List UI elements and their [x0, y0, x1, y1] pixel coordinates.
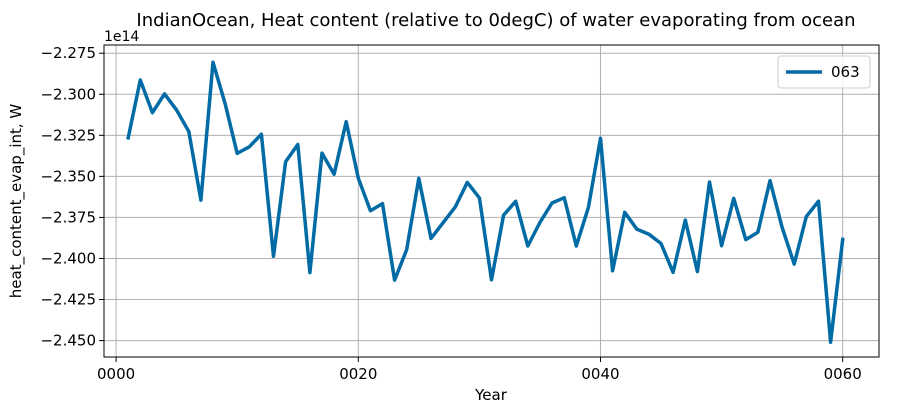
legend-label: 063 [831, 63, 860, 81]
y-tick-label: −2.350 [40, 167, 96, 185]
y-tick-label: −2.375 [40, 208, 96, 226]
y-axis-label: heat_content_evap_int, W [7, 104, 26, 299]
y-tick-label: −2.450 [40, 332, 96, 350]
plot-frame [103, 44, 880, 358]
x-tick-label: 0000 [97, 365, 135, 383]
y-axis-offset-text: 1e14 [104, 29, 139, 45]
y-tick-label: −2.400 [40, 249, 96, 267]
y-tick-label: −2.325 [40, 126, 96, 144]
series-layer [126, 60, 845, 344]
y-tick-label: −2.275 [40, 44, 96, 62]
legend: 063 [777, 55, 871, 89]
x-tick-label: 0060 [824, 365, 862, 383]
chart-title: IndianOcean, Heat content (relative to 0… [136, 10, 855, 31]
legend-box [777, 55, 871, 89]
x-tick-label: 0040 [581, 365, 619, 383]
y-tick-label: −2.425 [40, 291, 96, 309]
x-axis-label: Year [474, 386, 508, 404]
series-line-063 [126, 60, 845, 344]
y-tick-label: −2.300 [40, 85, 96, 103]
x-tick-label: 0020 [339, 365, 377, 383]
ticks: 0000 0020 0040 0060 −2.275 −2.300 −2.325 −2.350… [40, 44, 861, 383]
